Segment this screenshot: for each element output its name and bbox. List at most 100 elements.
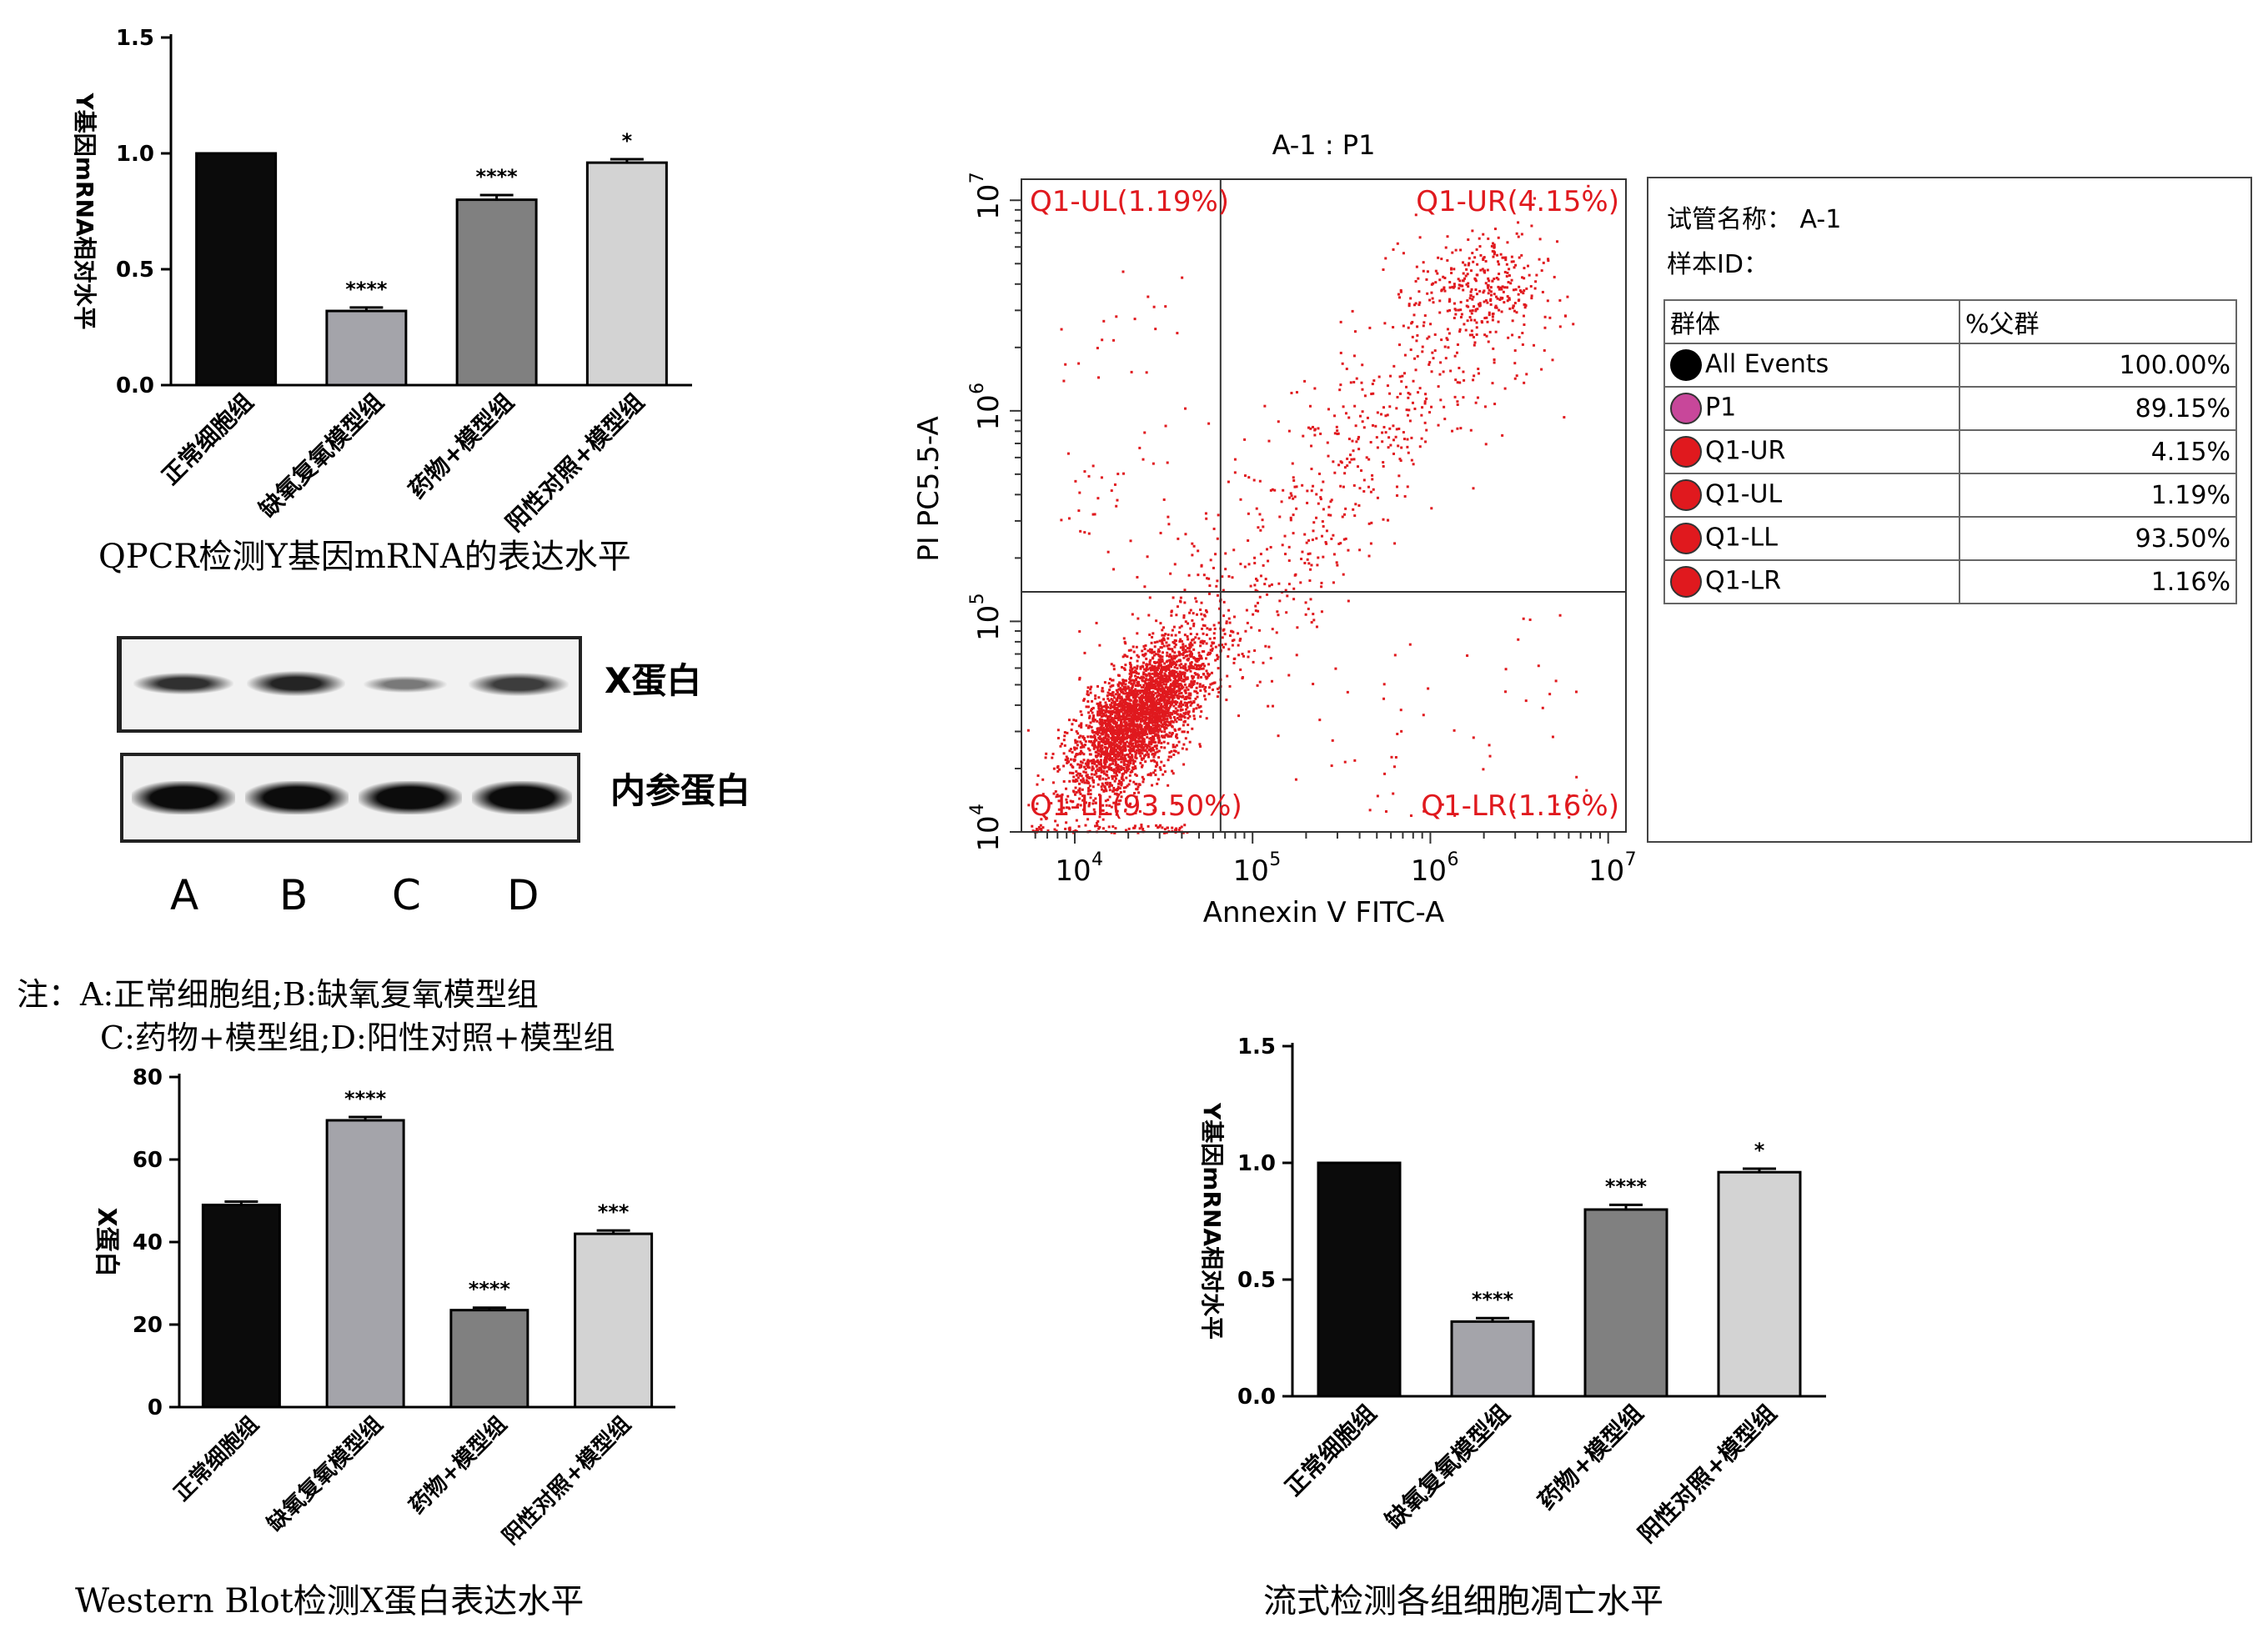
scatter-point — [1129, 670, 1132, 674]
scatter-point — [1181, 679, 1184, 683]
scatter-point — [1101, 728, 1104, 731]
scatter-point — [1140, 703, 1143, 706]
lane-label-b: B — [279, 871, 309, 919]
scatter-point — [1202, 650, 1206, 654]
scatter-point — [1152, 462, 1155, 465]
scatter-point — [1159, 768, 1162, 771]
scatter-point — [1082, 738, 1086, 741]
scatter-point — [1198, 683, 1202, 686]
scatter-point — [1116, 750, 1119, 754]
scatter-point — [1396, 395, 1399, 398]
scatter-point — [1178, 639, 1182, 643]
scatter-point — [1448, 308, 1452, 312]
scatter-point — [1137, 727, 1140, 730]
scatter-point — [1170, 702, 1173, 705]
scatter-point — [1076, 740, 1079, 744]
scatter-point — [1107, 699, 1111, 703]
scatter-point — [1153, 753, 1157, 756]
scatter-point — [1113, 729, 1116, 733]
scatter-point — [1083, 744, 1086, 747]
scatter-point — [1454, 378, 1458, 382]
scatter-point — [1147, 614, 1151, 617]
scatter-point — [1293, 485, 1297, 488]
scatter-point — [1407, 326, 1410, 329]
western-blot: X蛋白 内参蛋白 A B C D — [117, 629, 917, 929]
scatter-point — [1100, 764, 1103, 768]
scatter-point — [1184, 654, 1187, 658]
scatter-point — [1110, 701, 1113, 704]
scatter-point — [1167, 690, 1171, 694]
scatter-point — [1148, 713, 1152, 716]
scatter-point — [1154, 692, 1157, 695]
scatter-point — [1056, 764, 1060, 768]
scatter-point — [1156, 683, 1159, 686]
scatter-point — [1137, 831, 1140, 834]
scatter-point — [1145, 663, 1148, 666]
scatter-point — [1218, 686, 1222, 689]
scatter-point — [1124, 808, 1127, 811]
scatter-point — [1451, 285, 1454, 288]
scatter-point — [1122, 760, 1126, 764]
scatter-point — [1080, 724, 1083, 727]
scatter-point — [1159, 716, 1162, 719]
scatter-point — [1312, 613, 1315, 616]
scatter-point — [1135, 795, 1138, 799]
scatter-point — [1098, 778, 1101, 781]
scatter-point — [1398, 296, 1402, 299]
scatter-point — [1125, 687, 1128, 690]
scatter-point — [1113, 732, 1116, 735]
scatter-point — [1083, 651, 1086, 654]
population-dot-icon — [1670, 566, 1702, 598]
scatter-point — [1118, 746, 1121, 749]
scatter-point — [1107, 776, 1111, 779]
scatter-point — [1497, 285, 1500, 288]
scatter-point — [1166, 699, 1169, 702]
scatter-point — [1120, 746, 1123, 749]
scatter-point — [1116, 719, 1120, 722]
scatter-point — [1085, 705, 1088, 709]
scatter-point — [1492, 242, 1495, 245]
scatter-point — [1303, 533, 1307, 536]
scatter-point — [1111, 825, 1115, 829]
scatter-point — [1166, 692, 1169, 695]
scatter-point — [1143, 725, 1147, 729]
scatter-point — [1115, 744, 1118, 748]
scatter-point — [1217, 690, 1221, 694]
scatter-point — [1124, 698, 1127, 701]
scatter-point — [1118, 748, 1121, 751]
scatter-point — [1154, 328, 1157, 331]
scatter-point — [1152, 696, 1155, 699]
scatter-point — [1121, 703, 1124, 706]
scatter-point — [1310, 621, 1313, 624]
scatter-point — [1203, 614, 1207, 618]
scatter-point — [1143, 712, 1147, 715]
scatter-point — [1428, 363, 1431, 366]
scatter-point — [1392, 438, 1396, 442]
scatter-point — [1094, 694, 1097, 698]
scatter-point — [1150, 680, 1153, 684]
scatter-point — [1155, 724, 1158, 728]
scatter-point — [1153, 674, 1157, 678]
scatter-point — [1139, 691, 1142, 694]
bar — [449, 1309, 529, 1409]
bar — [585, 161, 668, 387]
scatter-point — [1111, 762, 1115, 765]
scatter-point — [1109, 732, 1112, 735]
scatter-point — [1453, 283, 1456, 286]
scatter-point — [1199, 715, 1202, 719]
scatter-point — [1126, 734, 1129, 738]
scatter-point — [1157, 688, 1161, 691]
scatter-point — [1392, 792, 1395, 795]
scatter-point — [1199, 744, 1202, 748]
scatter-point — [1144, 749, 1147, 752]
scatter-point — [1113, 771, 1116, 774]
lane-label-d: D — [507, 871, 539, 919]
scatter-point — [1151, 753, 1154, 756]
scatter-point — [1080, 742, 1083, 745]
scatter-point — [1163, 713, 1167, 716]
scatter-point — [1207, 577, 1211, 580]
scatter-point — [1133, 704, 1137, 707]
scatter-point — [1446, 258, 1449, 262]
scatter-point — [1114, 771, 1117, 774]
scatter-point — [1127, 704, 1131, 707]
